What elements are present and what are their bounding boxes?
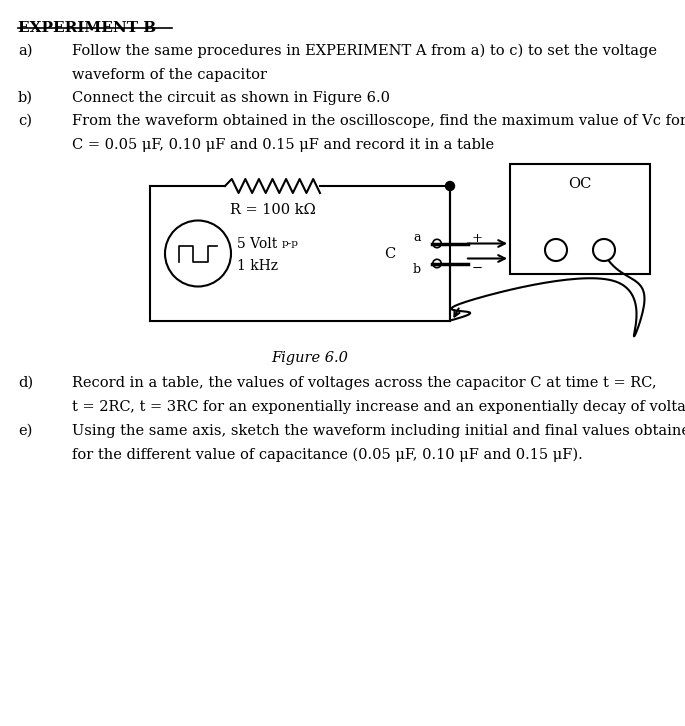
Text: for the different value of capacitance (0.05 μF, 0.10 μF and 0.15 μF).: for the different value of capacitance (… (72, 448, 583, 462)
Text: Connect the circuit as shown in Figure 6.0: Connect the circuit as shown in Figure 6… (72, 91, 390, 105)
Text: EXPERIMENT B: EXPERIMENT B (18, 21, 156, 35)
Text: Record in a table, the values of voltages across the capacitor C at time t = RC,: Record in a table, the values of voltage… (72, 376, 657, 390)
Text: C: C (384, 247, 396, 261)
Text: Follow the same procedures in EXPERIMENT A from a) to c) to set the voltage: Follow the same procedures in EXPERIMENT… (72, 44, 657, 58)
Text: 1 kHz: 1 kHz (237, 258, 278, 272)
Text: −: − (472, 262, 483, 275)
Text: c): c) (18, 114, 32, 128)
Text: p-p: p-p (282, 239, 299, 248)
Text: +: + (472, 232, 483, 245)
Text: d): d) (18, 376, 33, 390)
Text: R = 100 kΩ: R = 100 kΩ (229, 203, 315, 217)
Text: e): e) (18, 424, 32, 438)
Text: OC: OC (569, 177, 592, 191)
Text: 5 Volt: 5 Volt (237, 237, 277, 250)
Text: a): a) (18, 44, 32, 58)
Text: C = 0.05 μF, 0.10 μF and 0.15 μF and record it in a table: C = 0.05 μF, 0.10 μF and 0.15 μF and rec… (72, 138, 494, 152)
Text: Figure 6.0: Figure 6.0 (271, 351, 349, 365)
Text: b): b) (18, 91, 33, 105)
Text: b: b (413, 263, 421, 276)
Text: t = 2RC, t = 3RC for an exponentially increase and an exponentially decay of vol: t = 2RC, t = 3RC for an exponentially in… (72, 400, 685, 414)
FancyBboxPatch shape (510, 164, 650, 274)
Text: From the waveform obtained in the oscilloscope, find the maximum value of Vc for: From the waveform obtained in the oscill… (72, 114, 685, 128)
Text: waveform of the capacitor: waveform of the capacitor (72, 68, 267, 82)
Text: a: a (413, 231, 421, 244)
Circle shape (445, 182, 455, 190)
Text: Using the same axis, sketch the waveform including initial and final values obta: Using the same axis, sketch the waveform… (72, 424, 685, 438)
